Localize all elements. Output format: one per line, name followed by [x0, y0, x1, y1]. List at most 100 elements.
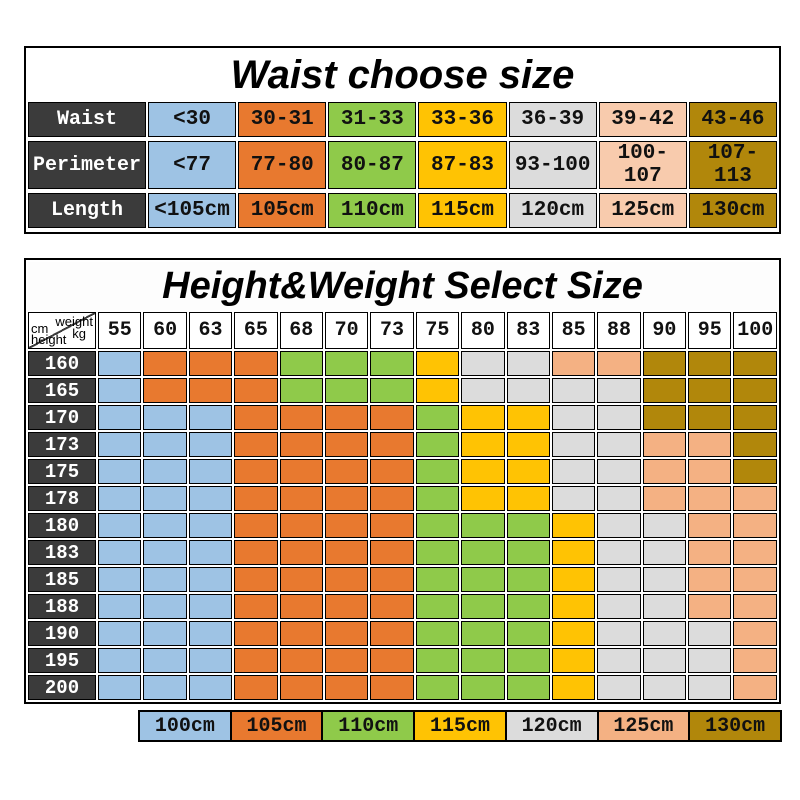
height-row-label: 190 — [28, 621, 96, 646]
height-row-label: 165 — [28, 378, 96, 403]
hw-table-title: Height&Weight Select Size — [28, 262, 777, 310]
waist-size-table: Waist choose size Waist <30 30-31 31-33 33-3… — [24, 46, 781, 234]
size-cell — [551, 432, 596, 457]
weight-column-header: 63 — [188, 312, 233, 349]
waist-size-cell: 115cm — [418, 193, 507, 228]
size-cell — [143, 540, 187, 565]
size-cell — [415, 540, 460, 565]
size-cell — [370, 486, 414, 511]
size-cell — [279, 648, 323, 673]
weight-column-header: 68 — [279, 312, 323, 349]
size-cell — [642, 648, 687, 673]
size-cell — [415, 378, 460, 403]
waist-title-row: Waist choose size — [28, 52, 777, 98]
size-cell — [551, 378, 596, 403]
height-row-label: 195 — [28, 648, 96, 673]
legend-item: 130cm — [688, 710, 782, 742]
hw-table-row: 185 — [28, 567, 777, 592]
size-cell — [461, 567, 505, 592]
size-cell — [234, 567, 278, 592]
size-cell — [98, 675, 142, 700]
size-cell — [370, 459, 414, 484]
size-cell — [415, 594, 460, 619]
size-cell — [370, 405, 414, 430]
size-cell — [551, 675, 596, 700]
size-cell — [279, 486, 323, 511]
size-cell — [324, 540, 369, 565]
size-cell — [98, 378, 142, 403]
size-cell — [688, 540, 732, 565]
hw-table-row: 178 — [28, 486, 777, 511]
hw-table-row: 175 — [28, 459, 777, 484]
size-cell — [461, 675, 505, 700]
waist-size-cell: 107-113 — [688, 141, 777, 189]
hw-table-row: 160 — [28, 351, 777, 376]
size-cell — [642, 405, 687, 430]
size-cell — [279, 459, 323, 484]
size-cell — [324, 621, 369, 646]
height-row-label: 178 — [28, 486, 96, 511]
size-cell — [506, 540, 550, 565]
waist-size-cell: <30 — [148, 102, 237, 137]
size-cell — [415, 459, 460, 484]
size-cell — [461, 621, 505, 646]
size-cell — [279, 405, 323, 430]
size-cell — [234, 405, 278, 430]
size-cell — [461, 351, 505, 376]
legend-row: 100cm 105cm 110cm 115cm 120cm 125cm 130cm — [138, 710, 782, 742]
size-cell — [234, 513, 278, 538]
weight-column-header: 55 — [98, 312, 142, 349]
size-cell — [324, 594, 369, 619]
size-cell — [234, 378, 278, 403]
size-cell — [506, 378, 550, 403]
waist-size-cell: 120cm — [508, 193, 597, 228]
size-cell — [143, 405, 187, 430]
size-cell — [98, 621, 142, 646]
size-cell — [370, 648, 414, 673]
legend-item: 120cm — [504, 710, 599, 742]
size-cell — [143, 432, 187, 457]
size-cell — [642, 351, 687, 376]
size-cell — [370, 378, 414, 403]
size-cell — [143, 378, 187, 403]
size-cell — [143, 513, 187, 538]
waist-size-cell: 80-87 — [328, 141, 417, 189]
size-cell — [733, 621, 777, 646]
legend-item: 110cm — [321, 710, 416, 742]
waist-row-label: Waist — [28, 102, 146, 137]
size-cell — [506, 351, 550, 376]
waist-size-cell: 36-39 — [508, 102, 597, 137]
size-cell — [461, 432, 505, 457]
weight-column-header: 60 — [143, 312, 187, 349]
size-cell — [188, 675, 233, 700]
size-cell — [688, 675, 732, 700]
weight-column-header: 75 — [415, 312, 460, 349]
size-cell — [188, 351, 233, 376]
size-cell — [597, 459, 641, 484]
size-cell — [733, 486, 777, 511]
size-cell — [143, 459, 187, 484]
height-row-label: 180 — [28, 513, 96, 538]
waist-size-cell: 30-31 — [238, 102, 327, 137]
size-cell — [597, 351, 641, 376]
waist-size-cell: 77-80 — [238, 141, 327, 189]
size-cell — [597, 486, 641, 511]
waist-table-row: Length <105cm 105cm 110cm 115cm 120cm 125cm 130… — [28, 193, 777, 228]
size-cell — [688, 648, 732, 673]
size-cell — [324, 486, 369, 511]
size-cell — [597, 378, 641, 403]
height-row-label: 170 — [28, 405, 96, 430]
waist-size-cell: 100-107 — [598, 141, 687, 189]
size-cell — [98, 486, 142, 511]
kg-unit-label: kg — [72, 326, 86, 341]
waist-size-cell: <77 — [148, 141, 237, 189]
waist-table-row: Waist <30 30-31 31-33 33-36 36-39 39-42 43-46 — [28, 102, 777, 137]
size-cell — [733, 513, 777, 538]
waist-size-cell: 110cm — [328, 193, 417, 228]
size-cell — [234, 486, 278, 511]
size-cell — [324, 648, 369, 673]
size-cell — [415, 405, 460, 430]
size-cell — [642, 567, 687, 592]
size-cell — [98, 513, 142, 538]
legend-item: 100cm — [138, 710, 232, 742]
